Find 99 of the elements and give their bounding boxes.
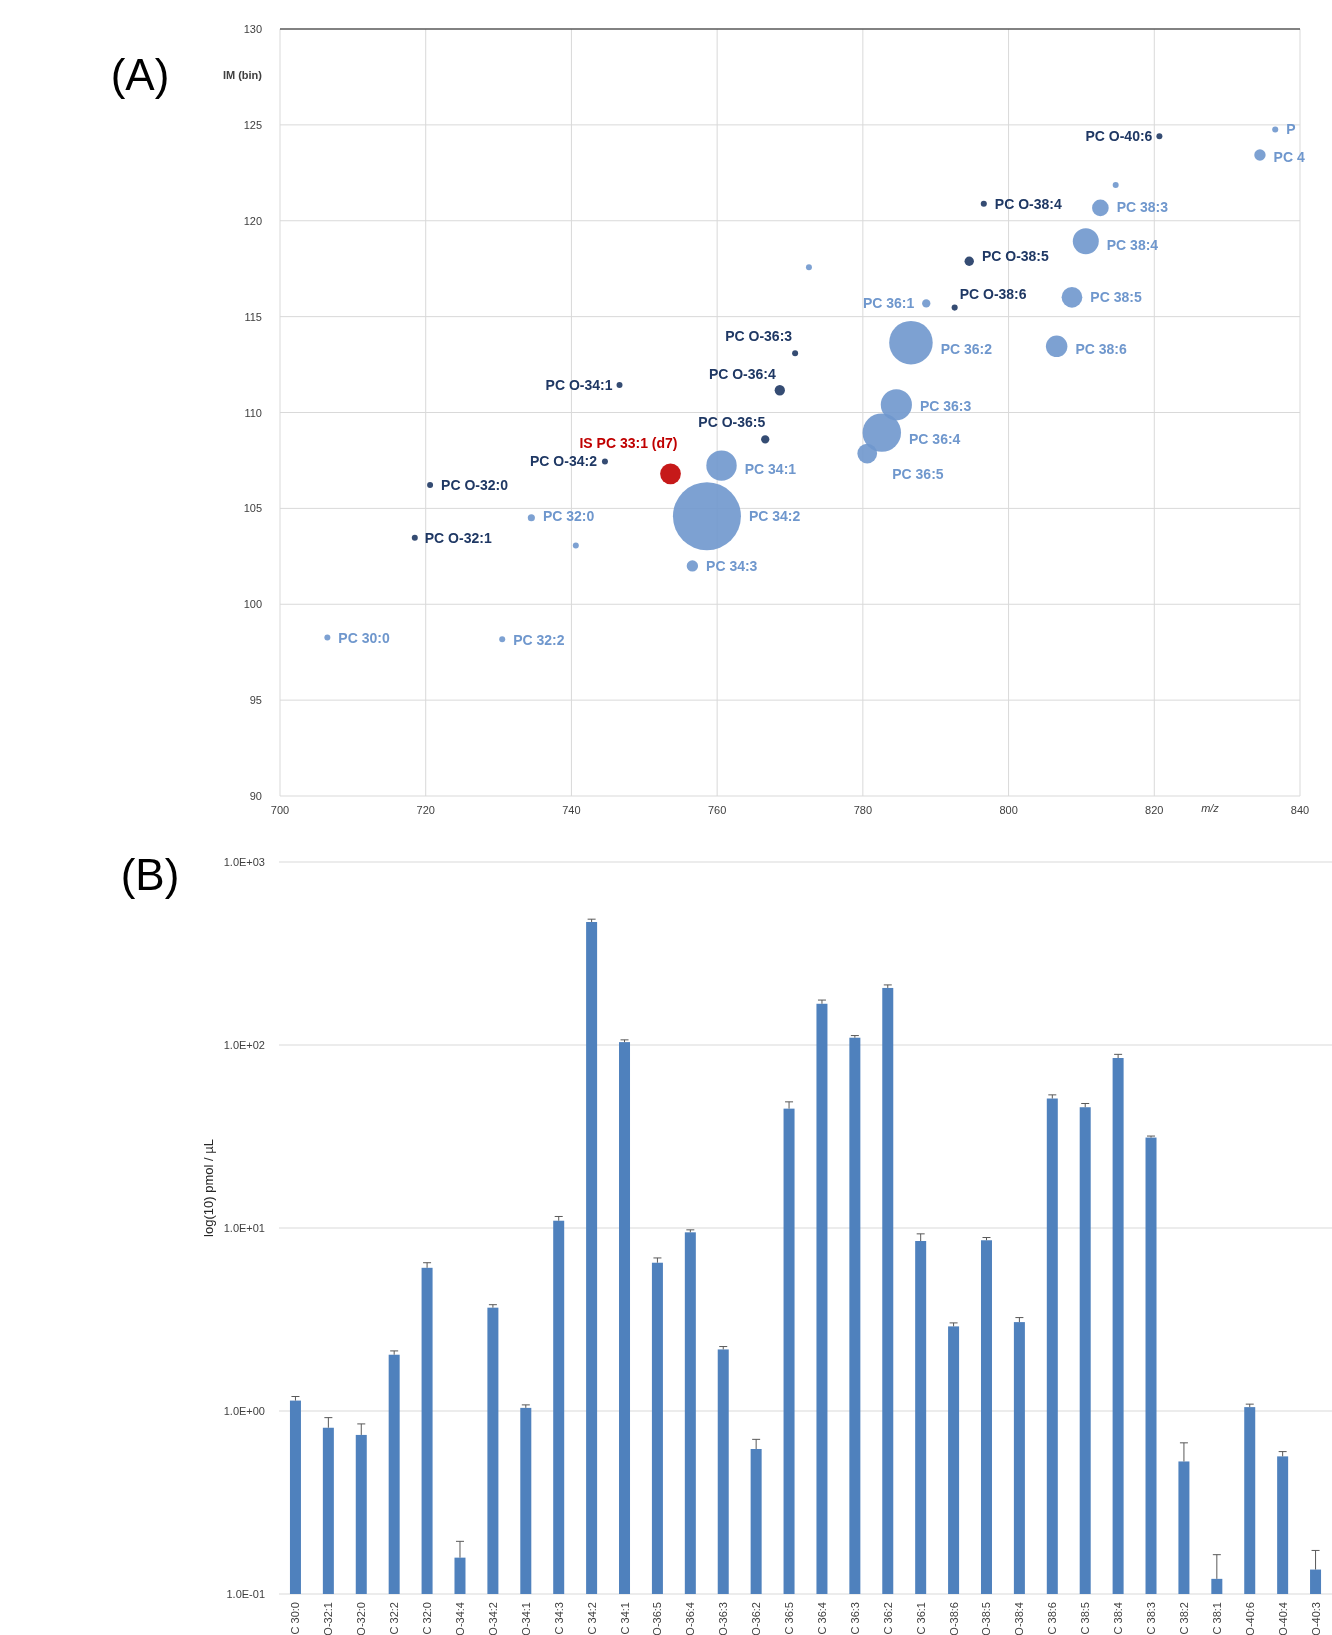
- annotation: P: [1286, 121, 1296, 138]
- annotation: PC 36:3: [919, 397, 972, 414]
- annotation: PC 32:2: [513, 632, 565, 649]
- point: [601, 458, 608, 465]
- point: [572, 542, 579, 549]
- annotation: PC O-32:0: [441, 476, 509, 493]
- annotation: PC 38:3: [1116, 198, 1169, 215]
- x-tick-label: 800: [999, 804, 1018, 816]
- x-tick-label: C 34:1: [618, 1602, 631, 1635]
- x-tick-label: O-34:2: [486, 1602, 499, 1635]
- y-tick-label: 100: [243, 598, 262, 611]
- annotation: PC O-38:5: [981, 248, 1050, 265]
- annotation: PC 34:3: [706, 557, 758, 574]
- x-tick-label: C 30:0: [289, 1602, 302, 1635]
- y-tick-label: 1.0E+01: [223, 1222, 265, 1234]
- x-tick-label: C 32:0: [421, 1602, 434, 1635]
- annotation: PC 38:4: [1106, 237, 1159, 254]
- x-tick-label: C 36:1: [914, 1602, 927, 1635]
- x-tick-label: O-36:4: [684, 1602, 697, 1635]
- x-tick-label: 760: [707, 804, 727, 816]
- x-tick-label: O-34:1: [519, 1602, 532, 1635]
- y-tick-label: 115: [244, 310, 262, 323]
- point: [427, 481, 434, 488]
- x-tick-label: O-38:4: [1013, 1602, 1026, 1635]
- point: [616, 382, 623, 389]
- y-axis-title: log(10) pmol / µL: [201, 1139, 216, 1237]
- x-tick-label: C 38:5: [1079, 1602, 1092, 1635]
- point: [1156, 133, 1163, 140]
- y-tick-label: 90: [249, 790, 262, 802]
- annotation: PC 34:1: [744, 460, 797, 477]
- x-tick-label: C 38:4: [1112, 1602, 1125, 1635]
- x-tick-label: 740: [562, 804, 581, 816]
- annotation: PC O-38:4: [994, 195, 1062, 212]
- x-tick-label: C 38:6: [1046, 1602, 1059, 1635]
- annotation: PC 38:6: [1075, 341, 1127, 358]
- x-tick-label: 720: [416, 804, 435, 816]
- x-tick-label: O-40:3: [1309, 1602, 1322, 1635]
- x-tick-label: 840: [1290, 804, 1310, 816]
- x-tick-label: C 36:3: [848, 1602, 861, 1635]
- annotation: PC O-32:1: [424, 529, 492, 546]
- x-tick-label: O-38:5: [980, 1602, 993, 1635]
- point: [805, 264, 812, 271]
- point: [324, 634, 331, 641]
- y-tick-label: 130: [243, 23, 262, 35]
- y-tick-label: 1.0E+02: [223, 1039, 265, 1051]
- annotation: PC O-38:6: [959, 285, 1027, 302]
- annotation: PC O-36:3: [725, 328, 793, 345]
- annotation: IS PC 33:1 (d7): [579, 434, 678, 451]
- x-tick-label: O-38:6: [947, 1602, 960, 1635]
- annotation: PC O-36:5: [698, 414, 766, 431]
- annotation: PC O-40:6: [1085, 128, 1153, 145]
- x-tick-label: O-36:5: [651, 1602, 664, 1635]
- x-tick-label: 820: [1145, 804, 1164, 816]
- annotation: PC 30:0: [338, 629, 390, 646]
- x-tick-label: C 36:5: [783, 1602, 796, 1635]
- annotation: PC 38:5: [1090, 289, 1142, 306]
- text: (A): [110, 50, 170, 99]
- annotation: PC 34:2: [748, 508, 801, 525]
- annotation: PC O-36:4: [708, 366, 776, 383]
- y-tick-label: 1.0E-01: [226, 1588, 265, 1600]
- x-tick-label: O-32:1: [322, 1602, 335, 1635]
- annotation: PC O-34:1: [545, 377, 613, 394]
- x-tick-label: O-34:4: [453, 1602, 466, 1635]
- x-tick-label: C 36:2: [881, 1602, 894, 1635]
- chart-title: (B): [120, 850, 180, 899]
- y-tick-label: 1.0E+00: [223, 1405, 265, 1417]
- annotation: PC 36:1: [862, 295, 915, 312]
- x-tick-label: C 32:2: [388, 1602, 401, 1635]
- x-tick-label: C 36:4: [815, 1602, 828, 1635]
- x-tick-label: C 38:3: [1145, 1602, 1158, 1635]
- x-tick-label: O-36:3: [717, 1602, 730, 1635]
- x-tick-label: C 38:1: [1210, 1602, 1223, 1635]
- x-tick-label: C 34:2: [585, 1602, 598, 1635]
- x-tick-label: O-32:0: [355, 1602, 368, 1635]
- x-tick-label: 700: [270, 804, 290, 816]
- point: [1112, 181, 1119, 188]
- y-tick-label: 1.0E+03: [223, 856, 265, 868]
- point: [499, 636, 506, 643]
- y-tick-label: 105: [243, 502, 262, 515]
- y-tick-label: 110: [244, 406, 262, 419]
- x-tick-label: O-40:4: [1276, 1602, 1289, 1635]
- annotation: PC 36:2: [940, 340, 993, 357]
- y-tick-label: 120: [243, 214, 262, 227]
- annotation: PC 36:4: [909, 430, 961, 447]
- annotation: PC 4: [1273, 148, 1305, 165]
- x-axis-title: m/z: [1201, 802, 1220, 814]
- annotation: PC 32:0: [542, 507, 595, 524]
- y-tick-label: 125: [243, 118, 262, 131]
- x-tick-label: O-40:6: [1243, 1602, 1256, 1635]
- annotation: PC O-34:2: [530, 453, 598, 470]
- x-tick-label: O-36:2: [750, 1602, 763, 1635]
- x-tick-label: C 34:3: [552, 1602, 565, 1635]
- x-tick-label: C 38:2: [1177, 1602, 1190, 1635]
- annotation: PC 36:5: [892, 465, 944, 482]
- y-tick-label: 95: [249, 694, 262, 707]
- point: [792, 350, 799, 357]
- point: [411, 534, 418, 541]
- y-axis-title: IM (bin): [222, 69, 263, 81]
- x-tick-label: 780: [853, 804, 873, 816]
